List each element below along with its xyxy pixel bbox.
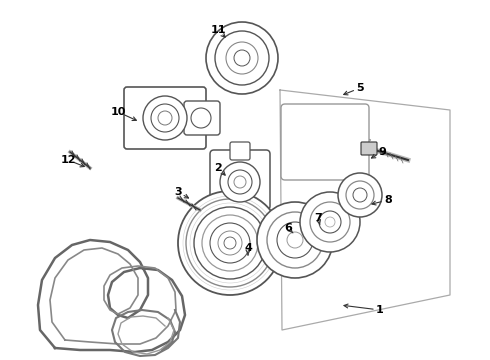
FancyBboxPatch shape xyxy=(281,104,369,180)
Text: 1: 1 xyxy=(376,305,384,315)
Text: 5: 5 xyxy=(356,83,364,93)
Text: 7: 7 xyxy=(314,213,322,223)
Circle shape xyxy=(220,162,260,202)
Circle shape xyxy=(178,191,282,295)
Text: 10: 10 xyxy=(110,107,126,117)
Text: 8: 8 xyxy=(384,195,392,205)
Text: 9: 9 xyxy=(378,147,386,157)
FancyBboxPatch shape xyxy=(124,87,206,149)
Text: 12: 12 xyxy=(60,155,76,165)
Circle shape xyxy=(143,96,187,140)
FancyBboxPatch shape xyxy=(184,101,220,135)
Text: 4: 4 xyxy=(244,243,252,253)
Text: 6: 6 xyxy=(284,223,292,233)
Circle shape xyxy=(257,202,333,278)
Text: 3: 3 xyxy=(174,187,182,197)
Circle shape xyxy=(338,173,382,217)
FancyBboxPatch shape xyxy=(210,150,270,210)
FancyBboxPatch shape xyxy=(361,142,377,155)
Text: 11: 11 xyxy=(210,25,226,35)
Text: 2: 2 xyxy=(214,163,222,173)
FancyBboxPatch shape xyxy=(230,142,250,160)
Circle shape xyxy=(300,192,360,252)
